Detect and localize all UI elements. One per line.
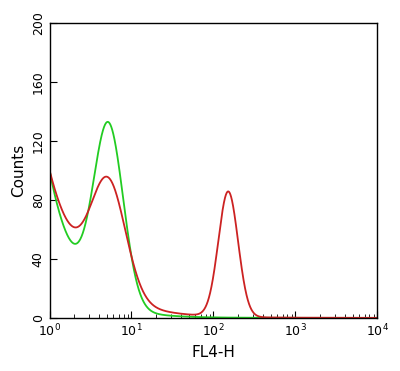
X-axis label: FL4-H: FL4-H <box>192 345 235 360</box>
Y-axis label: Counts: Counts <box>11 144 26 197</box>
